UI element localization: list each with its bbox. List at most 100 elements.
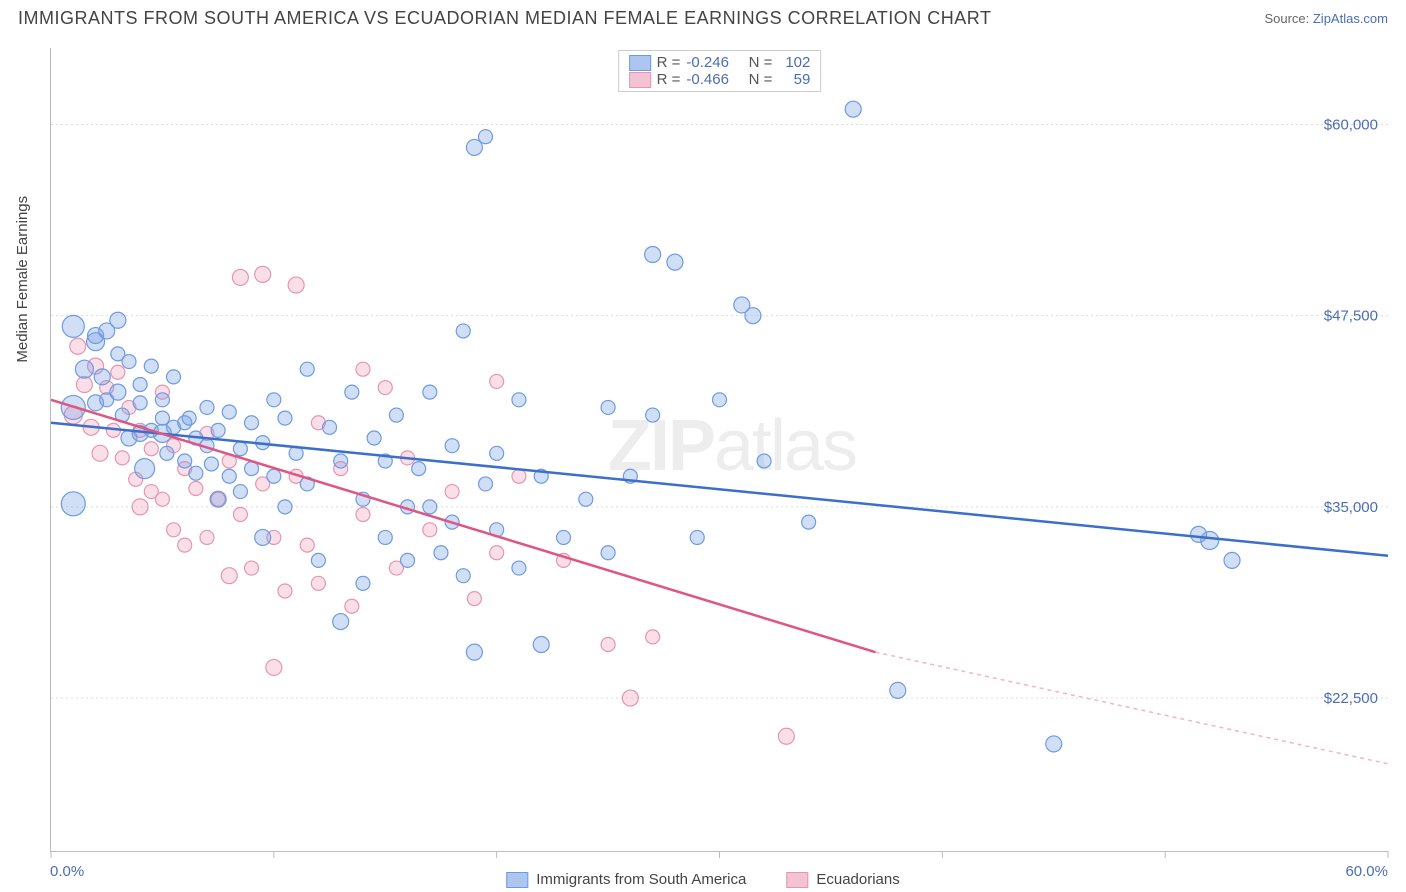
data-point bbox=[111, 365, 125, 379]
data-point bbox=[115, 451, 129, 465]
y-tick-label: $22,500 bbox=[1324, 690, 1378, 707]
data-point bbox=[92, 445, 108, 461]
data-point bbox=[233, 508, 247, 522]
data-point bbox=[255, 529, 271, 545]
data-point bbox=[70, 338, 86, 354]
chart-container: IMMIGRANTS FROM SOUTH AMERICA VS ECUADOR… bbox=[0, 0, 1406, 892]
data-point bbox=[1046, 736, 1062, 752]
data-point bbox=[160, 446, 174, 460]
data-point bbox=[311, 576, 325, 590]
data-point bbox=[167, 523, 181, 537]
data-point bbox=[533, 637, 549, 653]
stat-n-label: N = bbox=[744, 54, 772, 71]
data-point bbox=[221, 568, 237, 584]
data-point bbox=[378, 381, 392, 395]
data-point bbox=[245, 416, 259, 430]
data-point bbox=[323, 420, 337, 434]
legend-stat-row: R = -0.246 N = 102 bbox=[629, 54, 811, 71]
data-point bbox=[300, 538, 314, 552]
data-point bbox=[132, 499, 148, 515]
data-point bbox=[356, 576, 370, 590]
legend-label: Immigrants from South America bbox=[536, 871, 746, 888]
data-point bbox=[232, 269, 248, 285]
data-point bbox=[1201, 532, 1219, 550]
stat-r-value: -0.246 bbox=[686, 54, 738, 71]
data-point bbox=[266, 659, 282, 675]
data-point bbox=[94, 369, 110, 385]
data-point bbox=[601, 400, 615, 414]
title-bar: IMMIGRANTS FROM SOUTH AMERICA VS ECUADOR… bbox=[0, 0, 1406, 33]
plot-svg: $22,500$35,000$47,500$60,000 bbox=[51, 48, 1388, 851]
data-point bbox=[490, 446, 504, 460]
data-point bbox=[178, 538, 192, 552]
data-point bbox=[200, 530, 214, 544]
data-point bbox=[333, 614, 349, 630]
data-point bbox=[122, 355, 136, 369]
stat-n-value: 102 bbox=[778, 54, 810, 71]
data-point bbox=[110, 384, 126, 400]
trendline-blue bbox=[51, 423, 1388, 556]
data-point bbox=[211, 423, 225, 437]
data-point bbox=[445, 485, 459, 499]
data-point bbox=[490, 374, 504, 388]
data-point bbox=[423, 500, 437, 514]
source-prefix: Source: bbox=[1264, 11, 1312, 26]
data-point bbox=[288, 277, 304, 293]
data-point bbox=[278, 584, 292, 598]
data-point bbox=[622, 690, 638, 706]
data-point bbox=[222, 405, 236, 419]
data-point bbox=[645, 246, 661, 262]
plot-area: ZIPatlas $22,500$35,000$47,500$60,000 R … bbox=[50, 48, 1388, 852]
stat-r-label: R = bbox=[657, 54, 681, 71]
data-point bbox=[646, 630, 660, 644]
data-point bbox=[378, 530, 392, 544]
data-point bbox=[690, 530, 704, 544]
data-point bbox=[204, 457, 218, 471]
data-point bbox=[456, 569, 470, 583]
data-point bbox=[62, 315, 84, 337]
trendline-pink-extrapolated bbox=[875, 652, 1388, 764]
stat-r-value: -0.466 bbox=[686, 71, 738, 88]
data-point bbox=[356, 362, 370, 376]
data-point bbox=[490, 546, 504, 560]
legend-series: Immigrants from South America Ecuadorians bbox=[506, 871, 899, 888]
data-point bbox=[222, 469, 236, 483]
data-point bbox=[76, 376, 92, 392]
data-point bbox=[423, 385, 437, 399]
data-point bbox=[890, 682, 906, 698]
data-point bbox=[601, 638, 615, 652]
data-point bbox=[144, 359, 158, 373]
data-point bbox=[144, 442, 158, 456]
data-point bbox=[445, 439, 459, 453]
data-point bbox=[601, 546, 615, 560]
source-attribution: Source: ZipAtlas.com bbox=[1264, 11, 1388, 26]
data-point bbox=[745, 308, 761, 324]
y-axis-label: Median Female Earnings bbox=[14, 196, 31, 363]
data-point bbox=[557, 530, 571, 544]
data-point bbox=[802, 515, 816, 529]
legend-swatch bbox=[629, 72, 651, 88]
data-point bbox=[412, 462, 426, 476]
data-point bbox=[178, 454, 192, 468]
data-point bbox=[189, 466, 203, 480]
data-point bbox=[345, 385, 359, 399]
y-tick-label: $60,000 bbox=[1324, 116, 1378, 133]
data-point bbox=[334, 454, 348, 468]
data-point bbox=[466, 644, 482, 660]
data-point bbox=[512, 469, 526, 483]
source-link[interactable]: ZipAtlas.com bbox=[1313, 11, 1388, 26]
legend-label: Ecuadorians bbox=[816, 871, 899, 888]
y-tick-label: $47,500 bbox=[1324, 308, 1378, 325]
data-point bbox=[845, 101, 861, 117]
x-axis-max-label: 60.0% bbox=[1345, 863, 1388, 880]
data-point bbox=[479, 130, 493, 144]
data-point bbox=[367, 431, 381, 445]
stat-r-label: R = bbox=[657, 71, 681, 88]
data-point bbox=[512, 393, 526, 407]
data-point bbox=[267, 393, 281, 407]
data-point bbox=[255, 266, 271, 282]
data-point bbox=[167, 370, 181, 384]
x-axis-min-label: 0.0% bbox=[50, 863, 84, 880]
legend-stats: R = -0.246 N = 102 R = -0.466 N = 59 bbox=[618, 50, 822, 92]
data-point bbox=[579, 492, 593, 506]
